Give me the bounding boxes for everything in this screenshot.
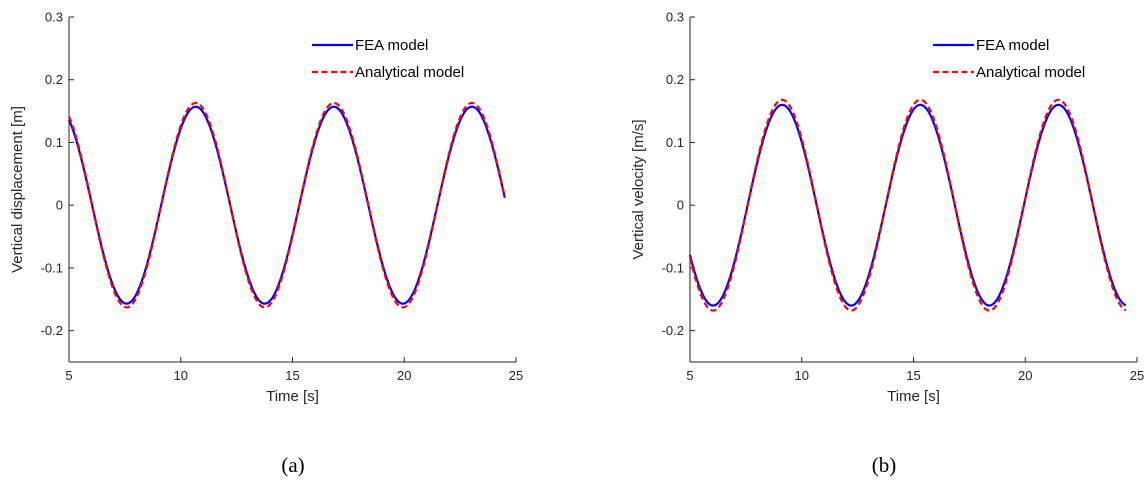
- y-tick-label: -0.1: [41, 260, 63, 275]
- y-axis-label: Vertical displacement [m]: [9, 106, 26, 273]
- chart-b: 5 10 15 20 25 -0.2 -0.1 0 0.1 0.2 0.3 Time [s] Verti…: [630, 10, 1144, 478]
- y-tick-label: 0.1: [45, 135, 63, 150]
- analytical-series-line: [688, 98, 1127, 312]
- y-tick-label: 0.2: [666, 72, 684, 87]
- x-tick-label: 25: [1130, 368, 1144, 383]
- y-tick-label: 0.3: [45, 10, 63, 25]
- panel-caption: (b): [872, 453, 897, 477]
- analytical-series-line: [67, 101, 506, 309]
- chart-a: 5 10 15 20 25 -0.2 -0.1 0 0.1 0.2 0.3 Time [s] Verti…: [9, 10, 523, 478]
- legend-analytical-label: Analytical model: [976, 64, 1085, 81]
- x-tick-label: 15: [906, 368, 920, 383]
- panel-caption: (a): [281, 453, 304, 477]
- fea-series-line: [67, 105, 506, 305]
- y-tick-label: -0.1: [662, 260, 684, 275]
- y-tick-label: 0: [56, 198, 63, 213]
- y-tick-label: 0.3: [666, 10, 684, 25]
- x-tick-label: 25: [509, 368, 523, 383]
- y-tick-label: 0.1: [666, 135, 684, 150]
- x-tick-label: 20: [1018, 368, 1032, 383]
- x-axis-label: Time [s]: [887, 388, 940, 405]
- x-tick-label: 5: [686, 368, 693, 383]
- x-tick-label: 15: [285, 368, 299, 383]
- y-tick-label: -0.2: [662, 323, 684, 338]
- y-tick-label: -0.2: [41, 323, 63, 338]
- x-axis-label: Time [s]: [266, 388, 319, 405]
- y-tick-label: 0: [677, 198, 684, 213]
- x-tick-label: 5: [65, 368, 72, 383]
- x-tick-label: 10: [174, 368, 188, 383]
- legend-analytical-label: Analytical model: [355, 64, 464, 81]
- y-tick-label: 0.2: [45, 72, 63, 87]
- legend-fea-label: FEA model: [355, 37, 428, 54]
- x-tick-label: 20: [397, 368, 411, 383]
- y-axis-label: Vertical velocity [m/s]: [630, 119, 647, 259]
- fea-series-line: [688, 103, 1127, 307]
- legend-fea-label: FEA model: [976, 37, 1049, 54]
- x-tick-label: 10: [795, 368, 809, 383]
